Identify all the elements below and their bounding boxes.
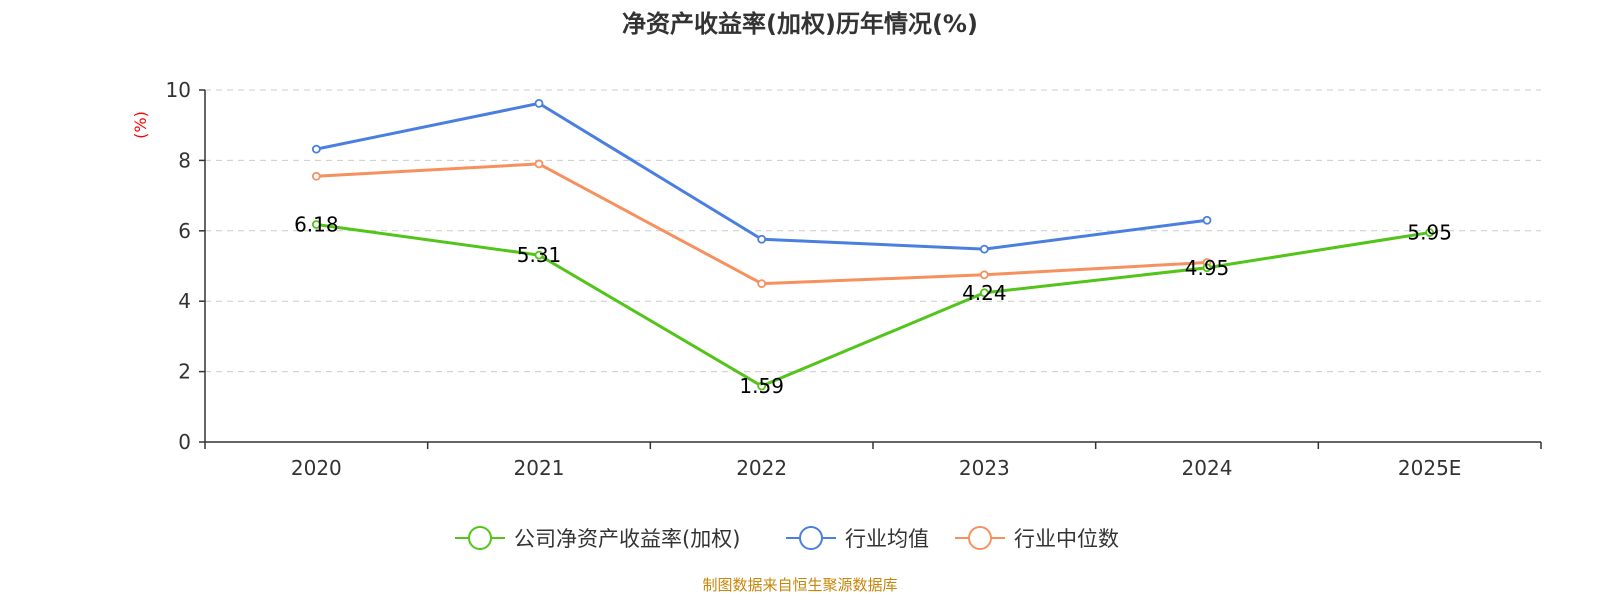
data-label: 4.24 xyxy=(962,281,1007,305)
legend-item[interactable]: 行业均值 xyxy=(786,526,929,551)
data-point xyxy=(979,244,989,254)
legend-marker-icon xyxy=(468,526,492,550)
y-tick-label: 4 xyxy=(178,289,191,313)
data-point xyxy=(311,220,321,229)
chart-title: 净资产收益率(加权)历年情况(%) xyxy=(622,10,978,38)
data-labels: 6.18 5.31 1.59 4.24 4.95 5.95 xyxy=(294,212,1452,398)
series-line xyxy=(316,222,1430,388)
data-point xyxy=(979,270,989,280)
data-label: 6.18 xyxy=(294,212,339,236)
data-point xyxy=(311,171,321,181)
x-tick-label: 2024 xyxy=(1182,456,1233,480)
y-tick-label: 6 xyxy=(178,219,191,243)
series-line xyxy=(316,101,1208,251)
legend: 公司净资产收益率(加权) 行业均值 行业中位数 xyxy=(455,526,1119,551)
data-point xyxy=(757,381,767,391)
y-tick-label: 8 xyxy=(178,148,191,172)
x-tick-label: 2021 xyxy=(514,456,565,480)
data-label: 4.95 xyxy=(1185,256,1230,280)
x-tick-label: 2025E xyxy=(1398,456,1462,480)
axes: 0 2 4 6 8 10 2020 2021 2022 2023 2024 2025E xyxy=(166,78,1542,480)
source-note: 制图数据来自恒生聚源数据库 xyxy=(702,576,897,594)
data-point xyxy=(1425,228,1435,237)
legend-item[interactable]: 公司净资产收益率(加权) xyxy=(455,526,740,551)
series-layer xyxy=(311,98,1435,391)
x-tick-label: 2022 xyxy=(736,456,787,480)
data-label: 5.95 xyxy=(1407,221,1452,245)
data-point xyxy=(534,250,544,260)
legend-marker-icon xyxy=(968,526,992,550)
legend-label: 行业均值 xyxy=(845,527,929,551)
y-tick-label: 2 xyxy=(178,360,191,384)
x-tick-label: 2023 xyxy=(959,456,1010,480)
data-point xyxy=(757,234,767,244)
legend-label: 行业中位数 xyxy=(1014,527,1119,551)
legend-item[interactable]: 行业中位数 xyxy=(955,526,1119,551)
y-tick-label: 10 xyxy=(166,78,191,102)
y-tick-label: 0 xyxy=(178,430,191,454)
data-point xyxy=(1202,215,1212,225)
data-point xyxy=(311,144,321,154)
y-axis-label: (%) xyxy=(131,111,150,139)
data-label: 5.31 xyxy=(517,243,562,267)
data-label: 1.59 xyxy=(739,374,784,398)
data-point xyxy=(979,288,989,298)
x-tick-label: 2020 xyxy=(291,456,342,480)
legend-label: 公司净资产收益率(加权) xyxy=(514,527,740,551)
legend-marker-icon xyxy=(799,526,823,550)
data-point xyxy=(757,279,767,289)
data-point xyxy=(534,159,544,169)
data-point xyxy=(534,98,544,108)
grid-lines xyxy=(205,89,1541,373)
data-point xyxy=(1202,263,1212,273)
series-line xyxy=(316,162,1208,286)
